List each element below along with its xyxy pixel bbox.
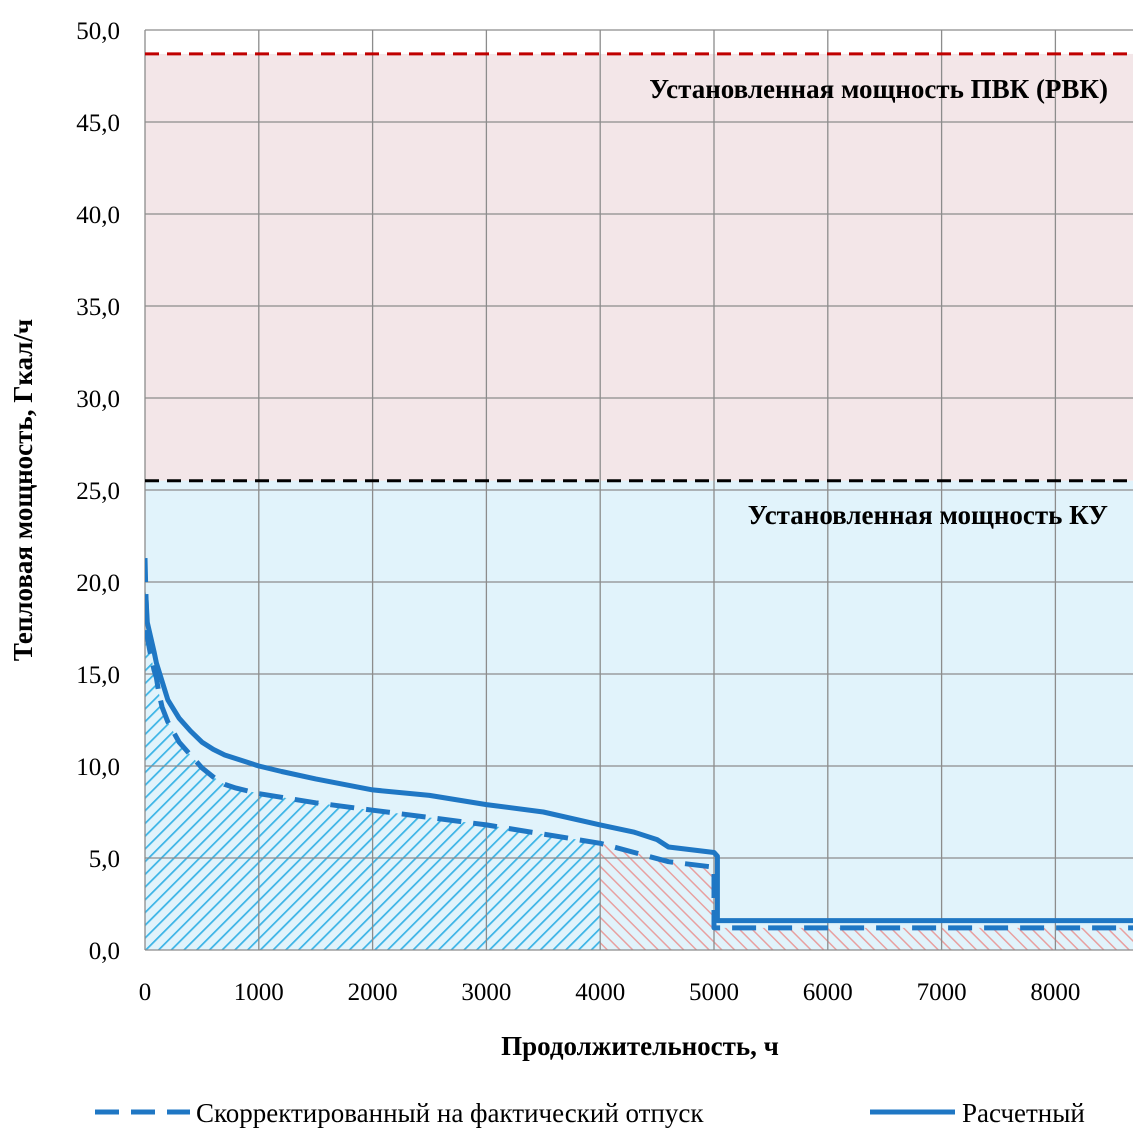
x-tick-label: 8000 <box>1030 979 1080 1006</box>
reference-label-pvk: Установленная мощность ПВК (РВК) <box>649 74 1108 104</box>
grid-lines <box>144 29 1133 951</box>
y-tick-label: 40,0 <box>76 202 120 229</box>
y-tick-label: 5,0 <box>89 846 120 873</box>
x-tick-label: 4000 <box>575 979 625 1006</box>
reference-lines <box>145 52 1133 483</box>
x-tick-label: 2000 <box>348 979 398 1006</box>
x-tick-label: 5000 <box>689 979 739 1006</box>
series-line-0 <box>145 558 1133 931</box>
x-tick-label: 0 <box>139 979 152 1006</box>
y-tick-label: 0,0 <box>89 938 120 965</box>
background-bands <box>145 53 1133 950</box>
text-labels: Продолжительность, ч Тепловая мощность, Г… <box>8 74 1108 1061</box>
y-tick-label: 10,0 <box>76 754 120 781</box>
band-0 <box>145 53 1133 481</box>
x-tick-label: 6000 <box>803 979 853 1006</box>
y-tick-label: 25,0 <box>76 478 120 505</box>
legend-label-corrected: Скорректированный на фактический отпуск <box>196 1098 704 1128</box>
reference-label-ku: Установленная мощность КУ <box>748 500 1108 530</box>
y-tick-label: 50,0 <box>76 18 120 45</box>
tick-labels: 0,0 5,0 10,0 15,0 20,0 25,0 30,0 35,0 40,0 45,0 50… <box>76 18 1080 1006</box>
legend-label-calculated: Расчетный <box>962 1098 1085 1128</box>
y-tick-label: 45,0 <box>76 110 120 137</box>
x-axis-title: Продолжительность, ч <box>501 1031 779 1061</box>
y-tick-label: 15,0 <box>76 662 120 689</box>
legend: Скорректированный на фактический отпуск Р… <box>95 1098 1085 1128</box>
y-tick-label: 30,0 <box>76 386 120 413</box>
x-tick-label: 3000 <box>461 979 511 1006</box>
y-tick-label: 35,0 <box>76 294 120 321</box>
y-axis-title: Тепловая мощность, Гкал/ч <box>8 319 38 661</box>
series-lines <box>145 558 1133 931</box>
x-tick-label: 1000 <box>234 979 284 1006</box>
y-tick-label: 20,0 <box>76 570 120 597</box>
hatched-region-1 <box>600 843 1133 950</box>
x-tick-label: 7000 <box>917 979 967 1006</box>
series-line-1 <box>145 595 1133 924</box>
